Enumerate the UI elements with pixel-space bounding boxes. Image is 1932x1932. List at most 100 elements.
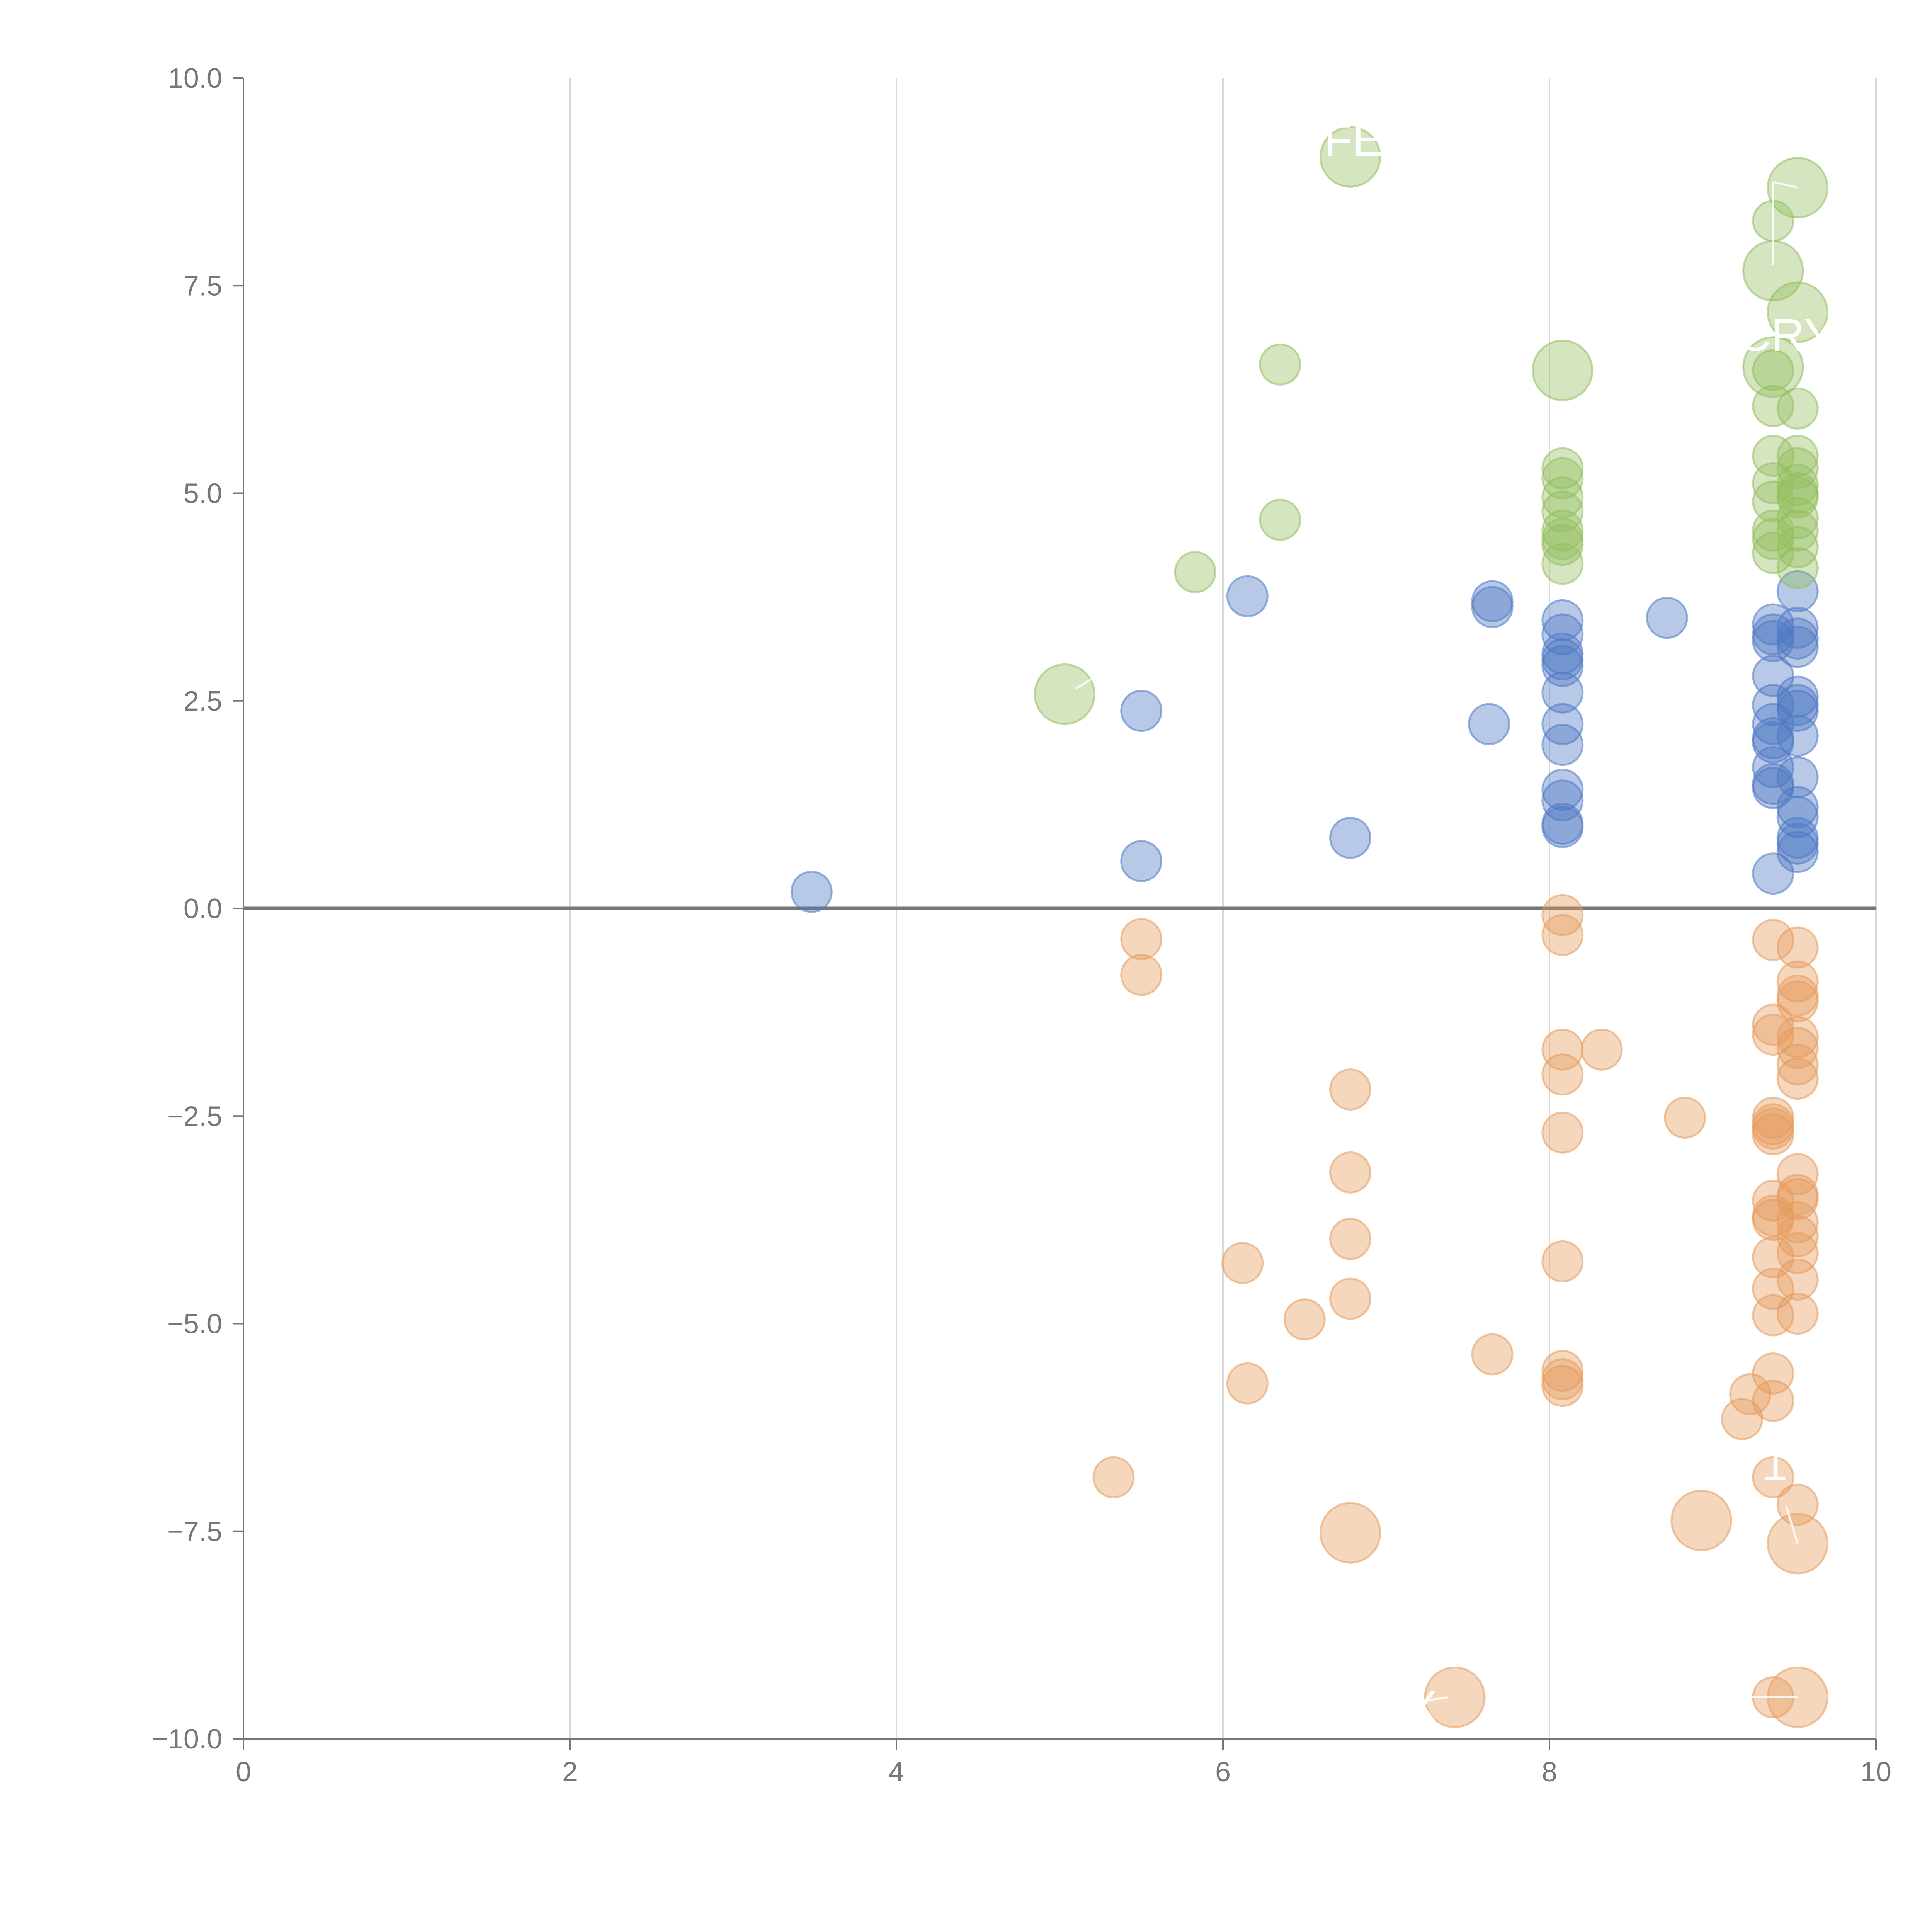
bubble-orange xyxy=(1120,918,1163,961)
bubble-blue xyxy=(1471,586,1514,628)
bubble-green xyxy=(1259,498,1301,541)
y-tick-label: 0.0 xyxy=(184,893,222,924)
bubble-orange xyxy=(1776,1259,1819,1301)
bubble-blue xyxy=(1226,575,1269,617)
bubble-blue xyxy=(1541,806,1584,848)
bubble-green xyxy=(1034,663,1095,725)
bubble-blue xyxy=(1541,599,1584,641)
x-tick-label: 10 xyxy=(1861,1757,1891,1787)
bubble-orange xyxy=(1221,1242,1264,1284)
y-tick-label: −5.0 xyxy=(167,1309,222,1340)
bubble-orange xyxy=(1776,1178,1819,1220)
bubble-blue xyxy=(1776,831,1819,873)
bubble-green xyxy=(1541,524,1584,566)
bubble-orange xyxy=(1580,1028,1623,1071)
leader-line xyxy=(1773,181,1798,189)
bubble-orange xyxy=(1752,1294,1794,1337)
x-tick-label: 4 xyxy=(889,1757,904,1787)
bubble-orange xyxy=(1776,1058,1819,1100)
bubble-green xyxy=(1776,435,1819,477)
bubble-annotation-label: FE xyxy=(1324,114,1383,166)
bubble-orange xyxy=(1092,1456,1135,1498)
bubble-blue xyxy=(1752,655,1794,697)
y-tick-label: 2.5 xyxy=(184,686,222,717)
bubble-orange xyxy=(1283,1298,1326,1341)
y-tick-label: −2.5 xyxy=(167,1101,222,1132)
y-tick-label: 7.5 xyxy=(184,270,222,301)
axes-layer: 0 2 4 6 8 10 10.0 7.5 5.0 2.5 0.0 −2.5 −5.0 −7.5 −10.0 xyxy=(152,63,1891,1787)
bubble-orange xyxy=(1541,1111,1584,1154)
bubble-blue xyxy=(1752,852,1794,895)
bubble-orange xyxy=(1752,1179,1794,1222)
bubble-green xyxy=(1532,339,1594,401)
bubble-orange xyxy=(1664,1097,1706,1139)
bubble-orange xyxy=(1776,1201,1819,1243)
bubble-orange xyxy=(1541,1365,1584,1407)
bubble-orange xyxy=(1541,1028,1584,1071)
bubble-green xyxy=(1319,126,1381,188)
bubble-blue xyxy=(1468,703,1510,745)
y-tick-label: −7.5 xyxy=(167,1516,222,1547)
bubble-orange xyxy=(1120,954,1163,996)
leader-line xyxy=(1785,1506,1799,1544)
bubble-orange xyxy=(1329,1277,1372,1320)
bubble-blue xyxy=(1752,721,1794,764)
bubble-green xyxy=(1174,551,1216,594)
leader-line xyxy=(1075,671,1104,689)
bubble-annotation-label: CRY xyxy=(1738,309,1835,361)
bubble-green xyxy=(1742,336,1804,398)
bubble-orange xyxy=(1752,1014,1794,1056)
bubble-orange xyxy=(1226,1362,1269,1405)
bubble-blue xyxy=(1776,570,1819,612)
bubble-annotation-label: 1 xyxy=(1762,1439,1788,1490)
bubble-orange xyxy=(1752,1456,1794,1498)
x-tick-label: 0 xyxy=(236,1757,251,1787)
bubble-orange xyxy=(1329,1151,1372,1194)
bubble-orange xyxy=(1776,1215,1819,1258)
bubble-orange xyxy=(1721,1398,1764,1440)
y-tick-label: −10.0 xyxy=(152,1724,222,1755)
bubble-blue xyxy=(1752,684,1794,726)
bubble-green xyxy=(1752,532,1794,574)
bubble-blue xyxy=(1541,671,1584,714)
bubble-orange xyxy=(1752,919,1794,961)
bubble-green xyxy=(1776,547,1819,589)
bubble-green xyxy=(1752,349,1794,391)
bubble-orange xyxy=(1776,1043,1819,1086)
bubble-orange xyxy=(1471,1333,1514,1376)
bubble-blue xyxy=(1776,714,1819,757)
bubble-layer xyxy=(790,126,1828,1728)
bubble-green xyxy=(1752,385,1794,427)
bubble-blue xyxy=(1541,724,1584,766)
bubble-blue xyxy=(1776,626,1819,668)
bubble-blue xyxy=(1541,613,1584,656)
bubble-green xyxy=(1776,387,1819,430)
bubble-green xyxy=(1752,518,1794,560)
x-tick-label: 6 xyxy=(1215,1757,1231,1787)
bubble-orange xyxy=(1541,914,1584,956)
annotation-layer: FE CRY X 1 xyxy=(1075,114,1835,1733)
bubble-orange xyxy=(1752,1113,1794,1156)
leader-line xyxy=(1418,1696,1449,1702)
bubble-orange xyxy=(1329,1068,1372,1111)
bubble-orange xyxy=(1541,1053,1584,1096)
bubble-green xyxy=(1767,281,1828,343)
x-tick-label: 8 xyxy=(1542,1757,1557,1787)
bubble-green xyxy=(1776,447,1819,490)
bubble-blue xyxy=(790,871,833,913)
bubble-orange xyxy=(1329,1218,1372,1260)
bubble-blue xyxy=(1120,690,1163,732)
bubble-green xyxy=(1541,476,1584,519)
bubble-blue xyxy=(1646,597,1688,639)
bubble-blue xyxy=(1329,816,1372,859)
bubble-blue xyxy=(1120,840,1163,883)
bubble-blue xyxy=(1776,786,1819,828)
bubble-green xyxy=(1776,509,1819,552)
bubble-blue xyxy=(1776,607,1819,649)
bubble-orange xyxy=(1541,1240,1584,1282)
bubble-blue xyxy=(1541,769,1584,811)
bubble-green xyxy=(1541,543,1584,585)
bubble-green xyxy=(1776,497,1819,539)
y-tick-label: 5.0 xyxy=(184,478,222,509)
